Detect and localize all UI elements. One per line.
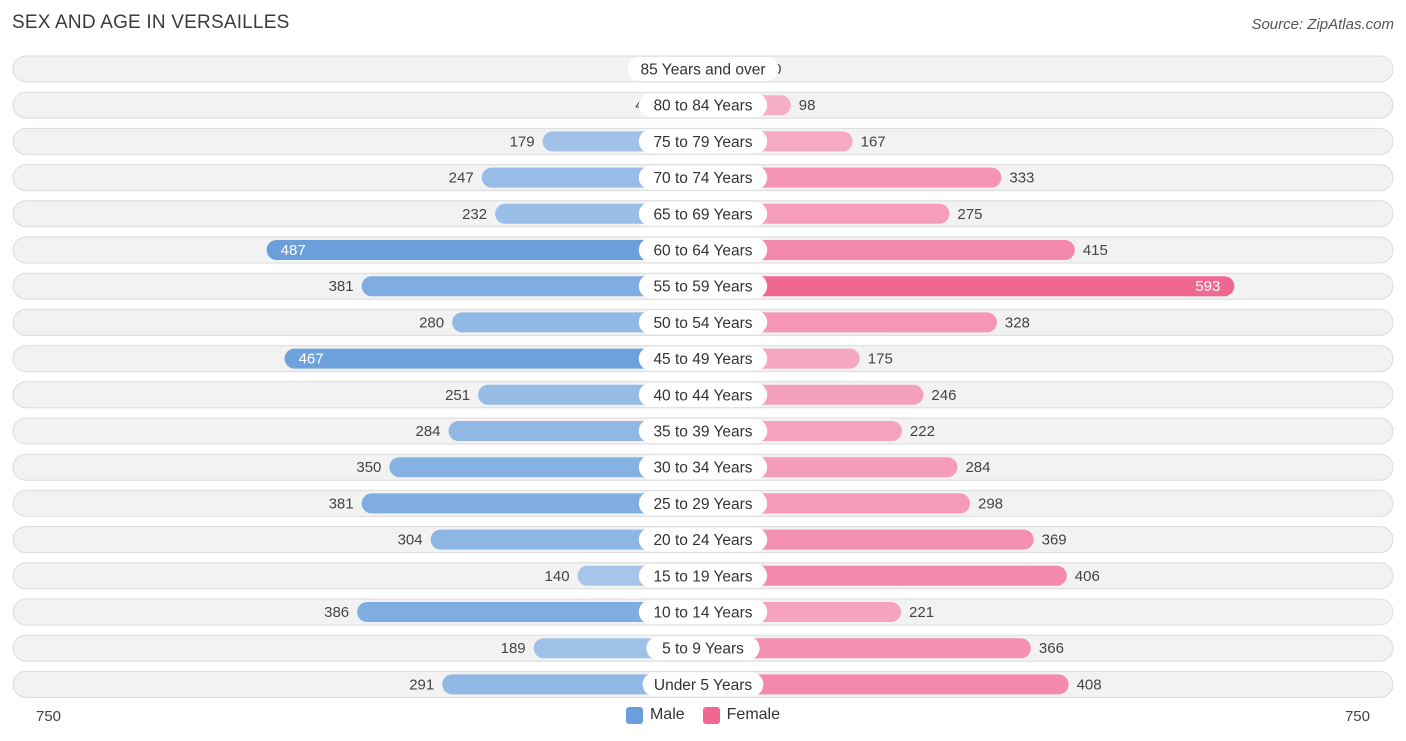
legend-item-male[interactable]: Male [625, 706, 685, 724]
female-bar [693, 240, 1075, 260]
female-bar [693, 638, 1031, 659]
male-value-label: 304 [398, 532, 423, 549]
male-bar [357, 602, 713, 622]
category-label: 35 to 39 Years [653, 424, 752, 441]
source-label: Source: ZipAtlas.com [1251, 16, 1394, 33]
female-bar [693, 167, 1002, 188]
male-value-label: 280 [419, 314, 444, 331]
female-value-label: 98 [799, 97, 816, 114]
female-bar [693, 312, 997, 333]
category-label: 40 to 44 Years [653, 387, 752, 404]
male-value-label: 247 [449, 170, 474, 187]
female-value-label: 167 [861, 133, 886, 150]
category-label: 60 to 64 Years [653, 243, 752, 260]
female-value-label: 408 [1077, 676, 1102, 693]
male-value-label: 467 [299, 351, 324, 368]
male-value-label: 386 [324, 604, 349, 621]
category-pill [638, 419, 768, 443]
legend-label-male: Male [649, 706, 685, 723]
category-label: 75 to 79 Years [653, 134, 752, 151]
category-label: 80 to 84 Years [653, 98, 752, 115]
female-bar [693, 276, 1235, 297]
category-label: 15 to 19 Years [653, 568, 752, 585]
category-label: Under 5 Years [654, 677, 752, 694]
category-pill [638, 527, 768, 552]
category-pill [638, 491, 768, 516]
male-value-label: 381 [329, 495, 354, 512]
female-value-label: 328 [1005, 314, 1030, 331]
male-bar [284, 348, 713, 369]
male-value-label: 291 [409, 676, 434, 693]
category-pill [638, 165, 768, 190]
category-label: 10 to 14 Years [653, 605, 752, 622]
female-value-label: 284 [965, 459, 990, 476]
category-pill [638, 93, 768, 118]
male-bar [389, 457, 713, 478]
category-label: 50 to 54 Years [653, 315, 752, 332]
category-pill [638, 201, 768, 226]
category-pill [638, 563, 768, 588]
male-bar [361, 276, 713, 297]
category-pill [638, 455, 768, 480]
male-value-label: 350 [356, 459, 381, 476]
legend-item-female[interactable]: Female [702, 706, 781, 724]
chart-title: SEX AND AGE IN VERSAILLES [12, 12, 290, 33]
category-pill [638, 129, 768, 154]
category-label: 45 to 49 Years [653, 351, 752, 368]
female-value-label: 175 [868, 351, 893, 368]
female-value-label: 369 [1042, 532, 1067, 549]
male-bar [266, 240, 713, 260]
female-value-label: 275 [957, 206, 982, 223]
category-pill [638, 600, 768, 624]
category-pill [638, 310, 768, 335]
female-bar [693, 565, 1067, 586]
male-value-label: 189 [501, 640, 526, 657]
female-value-label: 298 [978, 495, 1003, 512]
legend-swatch-female [702, 706, 720, 724]
male-value-label: 487 [281, 242, 306, 259]
female-value-label: 222 [910, 423, 935, 440]
legend: Male Female [0, 706, 1406, 724]
legend-swatch-male [625, 706, 643, 724]
category-label: 20 to 24 Years [653, 532, 752, 549]
category-label: 70 to 74 Years [653, 170, 752, 187]
female-bar [693, 529, 1034, 550]
female-value-label: 366 [1039, 640, 1064, 657]
category-label: 30 to 34 Years [653, 460, 752, 477]
category-pill [646, 636, 760, 661]
category-pill [638, 238, 768, 262]
male-value-label: 284 [416, 423, 441, 440]
category-pill [638, 274, 768, 299]
male-bar [361, 493, 713, 514]
female-value-label: 406 [1075, 568, 1100, 585]
female-value-label: 246 [931, 387, 956, 404]
axis-right-label: 750 [1344, 708, 1370, 725]
legend-label-female: Female [726, 706, 781, 723]
female-value-label: 593 [1195, 278, 1220, 295]
female-bar [693, 674, 1069, 695]
category-pill [627, 57, 779, 81]
category-label: 5 to 9 Years [662, 641, 744, 658]
male-value-label: 179 [510, 133, 535, 150]
male-value-label: 140 [545, 568, 570, 585]
category-label: 65 to 69 Years [653, 206, 752, 223]
male-value-label: 251 [445, 387, 470, 404]
category-label: 85 Years and over [641, 62, 766, 79]
male-value-label: 232 [462, 206, 487, 223]
category-label: 55 to 59 Years [653, 279, 752, 296]
category-pill [638, 382, 768, 407]
category-label: 25 to 29 Years [653, 496, 752, 513]
male-value-label: 381 [329, 278, 354, 295]
category-pill [642, 672, 764, 697]
female-value-label: 415 [1083, 242, 1108, 259]
female-value-label: 221 [909, 604, 934, 621]
axis-left-label: 750 [36, 708, 62, 725]
category-pill [638, 346, 768, 371]
female-value-label: 333 [1009, 170, 1034, 187]
